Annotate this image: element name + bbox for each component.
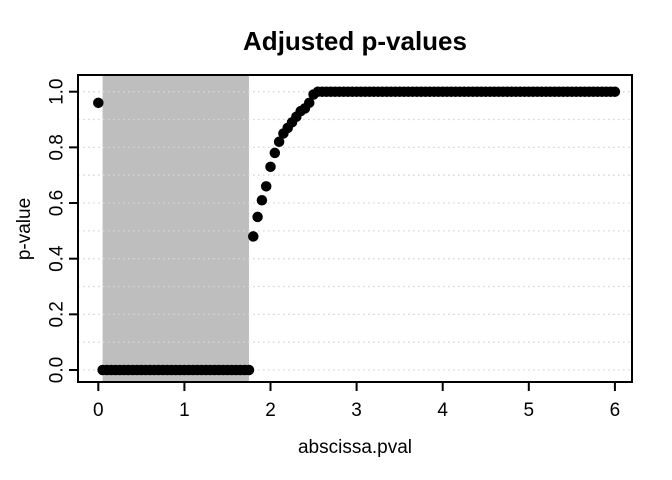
shaded-rejection-region <box>102 75 249 382</box>
chart-title: Adjusted p-values <box>243 26 467 56</box>
data-point <box>93 97 104 109</box>
data-point <box>265 161 276 173</box>
x-tick-label: 5 <box>524 400 535 421</box>
y-axis-label: p-value <box>14 197 35 261</box>
y-tick-label: 1.0 <box>47 78 68 104</box>
y-tick-label: 0.2 <box>47 301 68 327</box>
y-tick-label: 0.4 <box>47 245 68 272</box>
y-tick-label: 0.0 <box>47 357 68 383</box>
data-point <box>609 86 621 97</box>
x-axis-label: abscissa.pval <box>297 437 413 458</box>
data-point <box>252 211 263 223</box>
x-tick-label: 0 <box>93 400 104 421</box>
y-tick-label: 0.6 <box>47 190 68 216</box>
plot-frame <box>77 74 633 383</box>
data-point <box>260 181 272 192</box>
x-tick-label: 3 <box>351 400 362 421</box>
x-tick-label: 4 <box>437 400 448 421</box>
data-point <box>269 147 281 159</box>
x-tick-label: 2 <box>265 400 276 421</box>
data-point <box>248 231 259 242</box>
x-tick-label: 6 <box>610 400 621 421</box>
x-tick-label: 1 <box>179 400 190 421</box>
data-point <box>243 364 255 376</box>
data-point <box>273 136 285 148</box>
data-point <box>303 97 315 109</box>
y-tick-label: 0.8 <box>47 134 68 160</box>
data-point <box>256 194 268 206</box>
